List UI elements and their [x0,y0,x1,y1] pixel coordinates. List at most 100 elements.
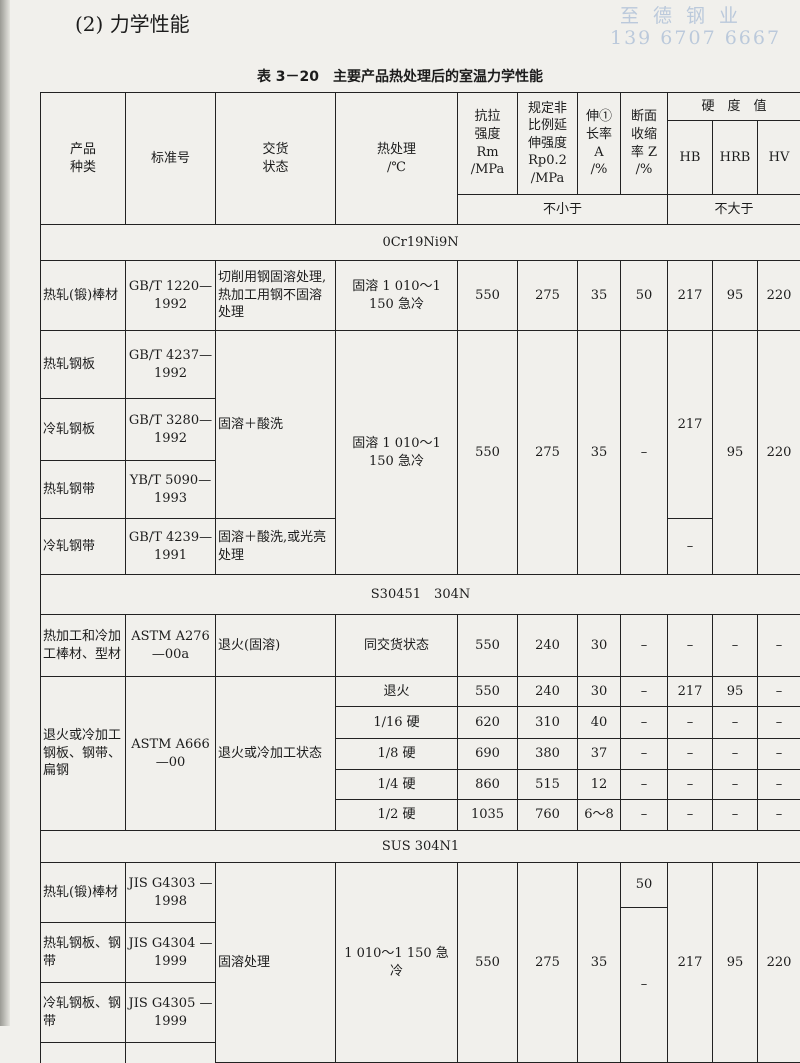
a-cell: 35 [578,261,621,331]
hb-cell: 217 [668,677,713,707]
heat-cell: 退火 [336,677,458,707]
standard-cell: JIS G4304 —1999 [126,923,216,983]
rm-cell: 620 [458,707,518,739]
product-cell: 冷轧钢带 [41,519,126,575]
hb-cell: – [668,770,713,800]
hrb-cell: 95 [713,331,758,575]
z-cell: 50 [621,863,668,908]
hrb-cell: 95 [713,863,758,1063]
section-title: (2) 力学性能 [75,8,190,37]
mechanical-properties-table: 产品 种类 标准号 交货 状态 热处理 /℃ 抗拉 强度 Rm /MPa 规定非… [40,92,800,1063]
a-cell: 30 [578,615,621,677]
z-cell: – [621,908,668,1063]
rm-cell: 690 [458,739,518,770]
hv-cell: – [758,615,800,677]
product-cell: 热轧钢板 [41,331,126,399]
a-cell: 30 [578,677,621,707]
hb-cell: – [668,800,713,831]
watermark-name: 至德钢业 [610,6,781,28]
header-product: 产品 种类 [41,93,126,225]
rp-cell: 275 [518,261,578,331]
delivery-cell: 固溶处理 [216,863,336,1063]
a-cell: 35 [578,331,621,575]
z-cell: – [621,770,668,800]
hb-cell: 217 [668,863,713,1063]
header-max: 不大于 [668,195,800,225]
hv-cell: – [758,707,800,739]
hrb-cell: 95 [713,261,758,331]
header-hv: HV [758,121,800,195]
hrb-cell: 95 [713,677,758,707]
hrb-cell: – [713,800,758,831]
standard-cell: JIS G4303 —1998 [126,863,216,923]
group-title: S30451 304N [41,575,800,615]
hv-cell: – [758,770,800,800]
standard-cell: JIS G4305 —1999 [126,983,216,1043]
product-cell: 热轧(锻)棒材 [41,863,126,923]
standard-cell: GB/T 4239—1991 [126,519,216,575]
standard-cell: GB/T 3280—1992 [126,399,216,461]
header-heat: 热处理 /℃ [336,93,458,225]
rp-cell: 240 [518,615,578,677]
z-cell: – [621,739,668,770]
header-rp: 规定非 比例延 伸强度 Rp0.2 /MPa [518,93,578,195]
rp-cell: 275 [518,331,578,575]
z-cell: – [621,707,668,739]
header-z: 断面 收缩 率 Z /% [621,93,668,195]
standard-cell: ASTM A276—00a [126,615,216,677]
rm-cell: 550 [458,863,518,1063]
hb-cell: – [668,739,713,770]
hb-cell: – [668,615,713,677]
heat-cell: 1/16 硬 [336,707,458,739]
a-cell: 37 [578,739,621,770]
rp-cell: 240 [518,677,578,707]
header-hrb: HRB [713,121,758,195]
hb-cell: – [668,707,713,739]
group-title: SUS 304N1 [41,831,800,863]
rp-cell: 515 [518,770,578,800]
header-min: 不小于 [458,195,668,225]
a-cell: 6～8 [578,800,621,831]
product-cell: 热轧钢带 [41,461,126,519]
delivery-cell: 退火(固溶) [216,615,336,677]
heat-cell: 1/2 硬 [336,800,458,831]
hv-cell: 220 [758,261,800,331]
z-cell: – [621,331,668,575]
watermark-phone: 139 6707 6667 [610,28,781,50]
rm-cell: 1035 [458,800,518,831]
heat-cell: 同交货状态 [336,615,458,677]
delivery-cell: 固溶＋酸洗 [216,331,336,519]
hb-cell: – [668,519,713,575]
product-cell: 热轧钢板、钢带 [41,923,126,983]
rp-cell: 380 [518,739,578,770]
header-hb: HB [668,121,713,195]
product-cell-continuation [41,1043,126,1063]
rm-cell: 550 [458,331,518,575]
rp-cell: 275 [518,863,578,1063]
hrb-cell: – [713,739,758,770]
product-cell: 退火或冷加工钢板、钢带、扁钢 [41,677,126,831]
a-cell: 40 [578,707,621,739]
standard-cell: GB/T 4237—1992 [126,331,216,399]
header-a: 伸① 长率 A /% [578,93,621,195]
hb-cell: 217 [668,261,713,331]
hrb-cell: – [713,615,758,677]
standard-cell: YB/T 5090—1993 [126,461,216,519]
a-cell: 35 [578,863,621,1063]
table-caption: 表 3－20 主要产品热处理后的室温力学性能 [0,66,800,86]
header-delivery: 交货 状态 [216,93,336,225]
hv-cell: 220 [758,331,800,575]
hv-cell: – [758,800,800,831]
hb-cell: 217 [668,331,713,519]
rm-cell: 860 [458,770,518,800]
header-standard: 标准号 [126,93,216,225]
z-cell: – [621,800,668,831]
delivery-cell: 固溶＋酸洗,或光亮处理 [216,519,336,575]
z-cell: – [621,677,668,707]
rp-cell: 760 [518,800,578,831]
standard-cell: ASTM A666 —00 [126,677,216,831]
product-cell: 冷轧钢板、钢带 [41,983,126,1043]
group-title: 0Cr19Ni9N [41,225,800,261]
rm-cell: 550 [458,677,518,707]
rp-cell: 310 [518,707,578,739]
